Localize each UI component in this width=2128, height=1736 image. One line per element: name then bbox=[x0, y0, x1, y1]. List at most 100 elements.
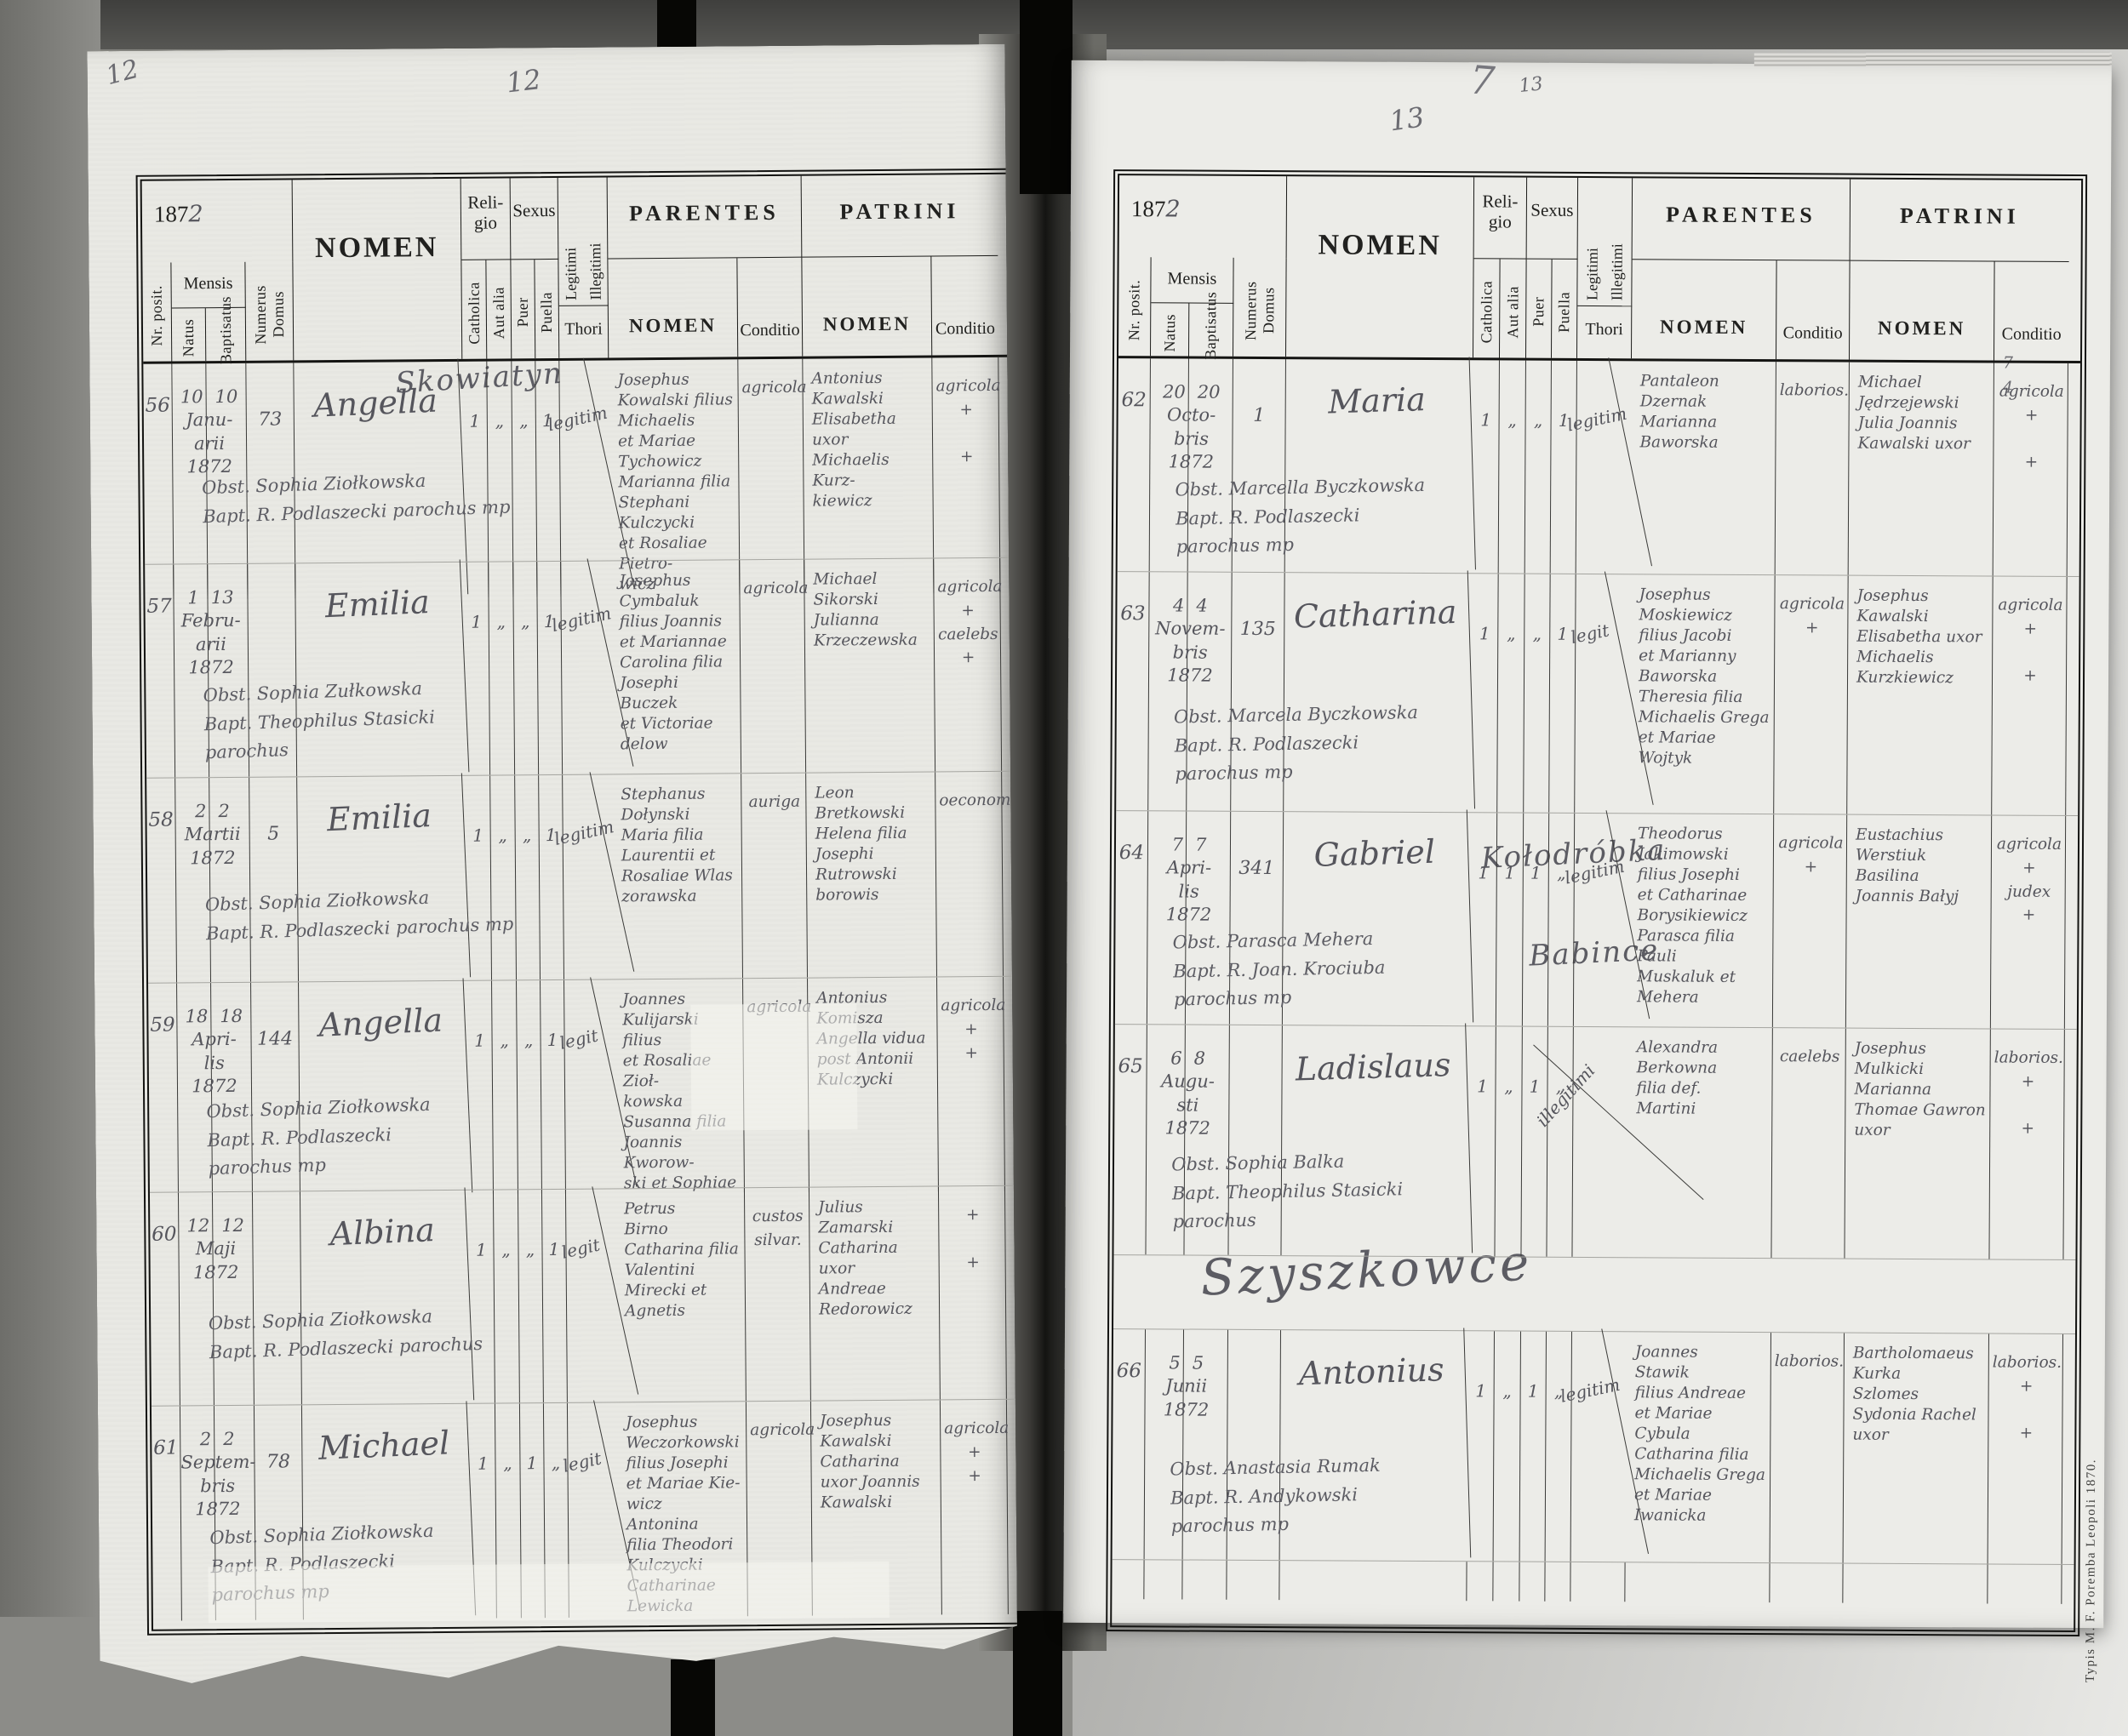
col-religio: Reli- gio bbox=[461, 178, 512, 260]
record-row: 56 10 10 Janu- arii 1872 73 Angella 1 „ „ 1… bbox=[143, 357, 1012, 564]
col-nomen: NOMEN bbox=[293, 179, 463, 361]
col-catholica: Catholica bbox=[1473, 259, 1501, 358]
col-legitimi-illegitimi: Legitimi Illegitimi bbox=[1577, 177, 1633, 306]
child-name: Albina bbox=[297, 1187, 475, 1407]
baptisatus-day: 7 bbox=[1194, 834, 1207, 855]
record-number: 58 bbox=[146, 778, 177, 982]
mark-puer: „ bbox=[515, 775, 541, 979]
record-number: 61 bbox=[152, 1406, 182, 1621]
house-number bbox=[253, 1191, 302, 1404]
natus-day: 20 bbox=[1162, 381, 1186, 403]
baptisatus-day: 18 bbox=[220, 1005, 243, 1027]
tape-repair bbox=[208, 1562, 889, 1623]
natus-day: 2 bbox=[199, 1429, 212, 1450]
folio-top-number: 12 bbox=[504, 63, 543, 100]
baptisatus-day: 8 bbox=[1193, 1048, 1206, 1069]
col-puella: Puella bbox=[535, 260, 559, 358]
year: 1872 bbox=[1165, 904, 1212, 925]
record-number: 65 bbox=[1113, 1025, 1147, 1255]
patrini-entry: Bartholomaeus Kurka Szlomes Sydonia Rach… bbox=[1843, 1333, 1989, 1564]
binding-clamp-bottom-mid bbox=[1013, 1611, 1062, 1736]
year: 1872 bbox=[1168, 451, 1215, 472]
col-patrini-nomen: NOMEN bbox=[1849, 260, 1995, 361]
col-mensis: Mensis bbox=[171, 262, 245, 309]
parentes-conditio-entry: laborios. bbox=[1770, 1333, 1845, 1563]
label-legitimi: Legitimi bbox=[1582, 247, 1601, 301]
table-header: 1872 NOMEN Reli- gio Sexus Legitimi Illeg… bbox=[142, 174, 1011, 364]
book-spine-top bbox=[1020, 0, 1073, 194]
year: 1872 bbox=[1164, 1117, 1211, 1139]
year-cell: 1872 bbox=[1118, 175, 1288, 259]
obstetrix-baptizans-note: Obst. Parasca Mehera Bapt. R. Joan. Kroc… bbox=[1172, 928, 1386, 1010]
patrini-entry: Michael Sikorski Julianna Krzeczewska bbox=[804, 558, 935, 772]
parentes-conditio-entry: caelebs bbox=[1771, 1028, 1846, 1259]
col-parentes: PARENTES bbox=[1632, 178, 1851, 261]
table-header: 1872 NOMEN Reli- gio Sexus Legitimi Illeg… bbox=[1118, 175, 2082, 364]
baptisatus-day: 20 bbox=[1197, 381, 1221, 403]
filler-cell bbox=[1279, 1561, 1467, 1602]
patrini-conditio-entry: agricola + + bbox=[1992, 576, 2068, 815]
record-dates: 2 2 Martii 1872 bbox=[175, 778, 251, 983]
year-printed: 187 bbox=[1130, 196, 1166, 222]
label-illegitimi: Illegitimi bbox=[586, 243, 604, 300]
filler-cell bbox=[1770, 1563, 1844, 1603]
col-sexus: Sexus bbox=[1526, 177, 1579, 260]
record-row: 66 5 5 Junii 1872 Antonius 1 „ 1 „ legitim … bbox=[1112, 1328, 2075, 1565]
filler-cell bbox=[1227, 1560, 1280, 1601]
month: Junii bbox=[1165, 1375, 1208, 1396]
backdrop-left-edge bbox=[0, 0, 100, 1736]
col-aut-alia: Aut alia bbox=[486, 260, 512, 358]
record-number: 66 bbox=[1112, 1329, 1147, 1560]
natus-day: 7 bbox=[1171, 834, 1184, 855]
natus-day: 10 bbox=[180, 386, 203, 408]
col-parentes-nomen: NOMEN bbox=[608, 258, 738, 357]
year: 1872 bbox=[195, 1498, 241, 1520]
patrini-entry: Eustachius Werstiuk Basilina Joannis Bał… bbox=[1845, 814, 1993, 1029]
pencil-mark-seven: 7 bbox=[1467, 56, 1496, 105]
record-dates: 12 12 Maji 1872 bbox=[179, 1192, 255, 1406]
patrini-entry: Leon Bretkowski Helena filia Josephi Rut… bbox=[806, 772, 937, 977]
patrini-conditio-entry: agricola + caelebs + bbox=[934, 558, 1002, 772]
col-parentes-conditio: Conditio bbox=[1776, 260, 1851, 360]
col-thori: Thori bbox=[559, 305, 609, 357]
patrini-conditio-entry: agricola + + bbox=[941, 1400, 1009, 1615]
month: Maji bbox=[195, 1238, 237, 1259]
year: 1872 bbox=[192, 1261, 239, 1282]
col-aut-alia: Aut alia bbox=[1499, 259, 1527, 358]
col-patrini: PATRINI bbox=[1850, 179, 2070, 262]
patrini-entry: Josephus Mulkicki Marianna Thomae Gawron… bbox=[1845, 1028, 1991, 1259]
parentes-conditio-entry: laborios. bbox=[1775, 362, 1850, 575]
filler-cell bbox=[1545, 1562, 1571, 1602]
year-handwritten: 2 bbox=[1165, 196, 1181, 223]
month: Septem- bris bbox=[180, 1452, 256, 1496]
obstetrix-baptizans-note: Obst. Anastasia Rumak Bapt. R. Andykowsk… bbox=[1170, 1455, 1381, 1538]
baptisatus-day: 4 bbox=[1196, 595, 1208, 616]
label-legitimi: Legitimi bbox=[561, 247, 580, 300]
binding-clamp-bottom bbox=[671, 1659, 715, 1736]
house-number: 5 bbox=[249, 777, 299, 981]
filler-cell bbox=[1467, 1562, 1494, 1602]
natus-day: 2 bbox=[194, 801, 207, 822]
register-table: 1872 NOMEN Reli- gio Sexus Legitimi Illeg… bbox=[136, 168, 1027, 1636]
filler-cell bbox=[1988, 1564, 2062, 1604]
col-nr-posit: Nr. posit. bbox=[1118, 257, 1152, 357]
record-row: 64 7 7 Apri- lis 1872 341 Gabriel 1 1 1 „ l… bbox=[1114, 809, 2079, 1030]
col-puer: Puer bbox=[511, 260, 535, 358]
printer-imprint: Typis M. F. Poremba Leopoli 1870. bbox=[2083, 1458, 2099, 1683]
record-row: 60 12 12 Maji 1872 Albina 1 „ „ 1 legit Pet… bbox=[150, 1185, 1019, 1406]
patrini-entry: Julius Zamarski Catharina uxor Andreae R… bbox=[809, 1186, 941, 1400]
baptisatus-day: 10 bbox=[215, 385, 238, 408]
month: Janu- arii bbox=[186, 409, 233, 454]
year: 1872 bbox=[188, 656, 234, 678]
natus-day: 1 bbox=[187, 587, 199, 608]
year-printed: 187 bbox=[153, 201, 189, 227]
tape-repair bbox=[690, 1003, 857, 1131]
filler-row bbox=[1112, 1559, 2074, 1622]
mark-aut-alia: „ bbox=[490, 775, 517, 979]
record-number: 63 bbox=[1116, 572, 1150, 811]
col-puella: Puella bbox=[1551, 259, 1578, 358]
baptisatus-day: 13 bbox=[210, 586, 234, 608]
folio-corner-number: 12 bbox=[102, 54, 142, 92]
month: Augu- sti bbox=[1161, 1071, 1215, 1116]
